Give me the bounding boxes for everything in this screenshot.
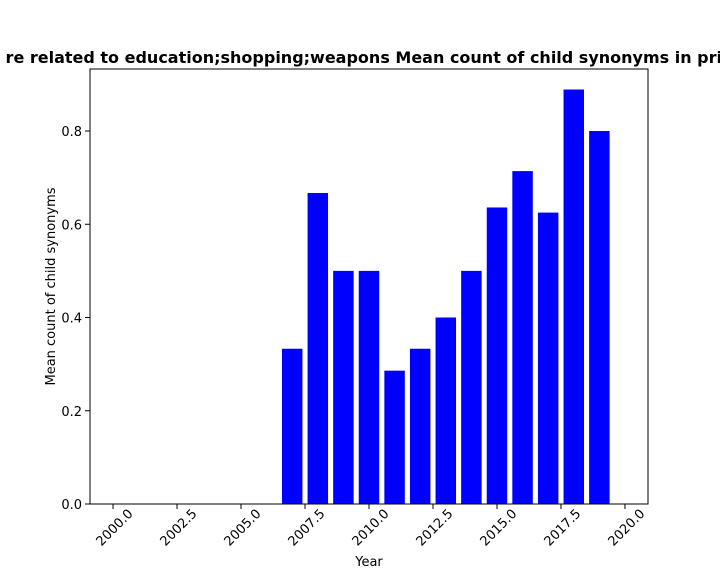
bar-2011 — [384, 370, 405, 504]
bar-2008 — [307, 193, 329, 504]
y-tick-label: 0.8 — [61, 125, 82, 140]
bar-2013 — [435, 317, 457, 504]
x-tick-label: 2012.5 — [414, 507, 457, 550]
bar-2018 — [563, 89, 585, 505]
chart-title: re related to education;shopping;weapons… — [6, 48, 720, 67]
x-tick-label: 2007.5 — [286, 507, 329, 550]
x-tick-label: 2020.0 — [606, 507, 649, 550]
x-tick-label: 2005.0 — [222, 507, 265, 550]
x-tick-label: 2017.5 — [542, 507, 585, 550]
bar-2017 — [537, 212, 559, 504]
bar-2014 — [461, 270, 482, 504]
y-axis: 0.0 0.2 0.4 0.6 0.8 — [61, 125, 90, 513]
x-axis-label: Year — [354, 555, 383, 570]
bar-2016 — [512, 171, 533, 504]
y-tick-label: 0.2 — [61, 405, 82, 420]
bar-2010 — [358, 270, 380, 504]
bar-2015 — [486, 207, 508, 505]
bar-2012 — [409, 348, 431, 504]
bar-2009 — [333, 270, 354, 504]
x-tick-label: 2000.0 — [94, 507, 137, 550]
bar-2019 — [589, 131, 610, 504]
bars-group — [281, 89, 610, 505]
y-axis-label: Mean count of child synonyms — [44, 187, 59, 385]
y-tick-label: 0.0 — [61, 498, 82, 513]
x-tick-label: 2002.5 — [158, 507, 201, 550]
x-axis: 2000.0 2002.5 2005.0 2007.5 2010.0 2012.5 2015… — [94, 504, 649, 550]
x-tick-label: 2010.0 — [350, 507, 393, 550]
x-tick-label: 2015.0 — [478, 507, 521, 550]
y-tick-label: 0.4 — [61, 312, 82, 327]
bar-2007 — [281, 348, 303, 504]
y-tick-label: 0.6 — [61, 218, 82, 233]
